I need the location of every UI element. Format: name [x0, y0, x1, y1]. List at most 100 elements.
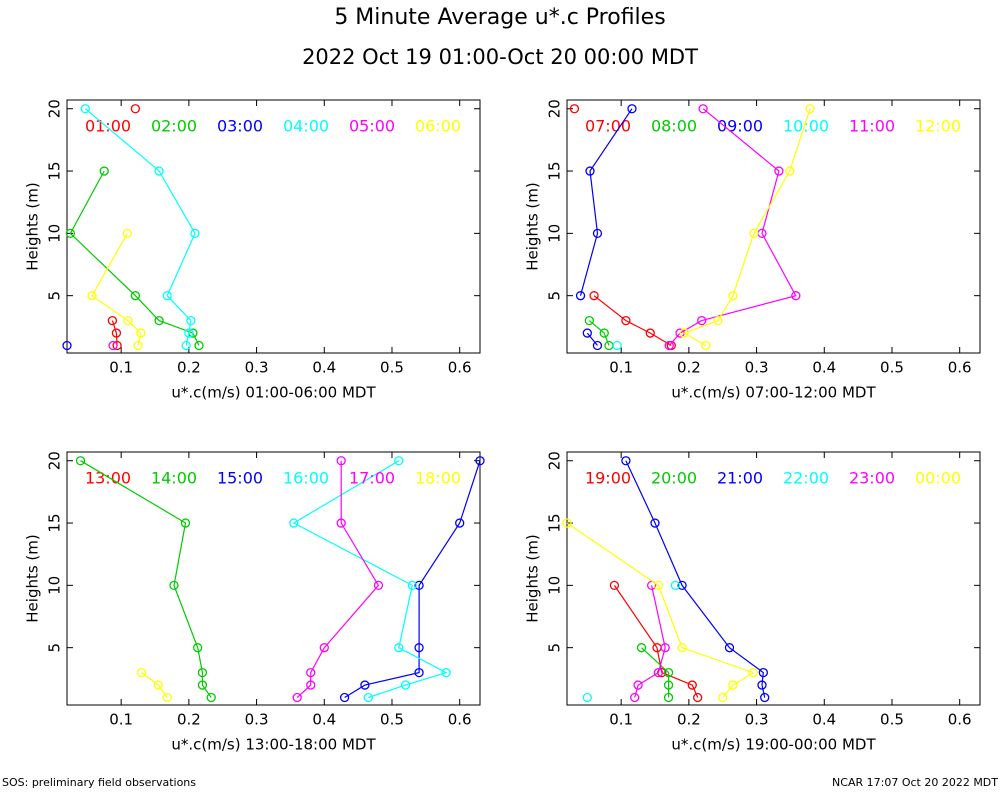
data-point [630, 692, 640, 703]
y-tick-label: 10 [546, 224, 564, 243]
data-point [407, 580, 417, 591]
data-point [609, 580, 620, 591]
data-point [107, 315, 118, 326]
data-point [184, 328, 194, 338]
data-point [194, 340, 204, 351]
data-point [154, 315, 164, 326]
data-point [80, 104, 90, 114]
legend-label: 01:00 [85, 117, 131, 136]
x-tick-label: 0.1 [609, 359, 633, 377]
data-point [645, 328, 655, 338]
x-tick-label: 0.2 [677, 711, 701, 729]
data-point [306, 680, 316, 690]
data-point [636, 643, 647, 653]
legend-label: 13:00 [85, 469, 131, 488]
data-point [663, 680, 674, 690]
data-point [718, 692, 728, 703]
data-point [130, 291, 141, 301]
legend-label: 21:00 [717, 469, 763, 488]
legend-label: 07:00 [585, 117, 631, 136]
series-line [80, 460, 212, 698]
x-tick-label: 0.2 [177, 711, 201, 729]
data-point [621, 456, 631, 466]
x-tick-label: 0.1 [109, 359, 133, 377]
y-tick-label: 15 [46, 513, 64, 532]
y-tick-label: 5 [46, 643, 64, 653]
data-point [306, 667, 316, 678]
series-line [566, 522, 755, 698]
data-point [414, 643, 424, 653]
data-point [336, 518, 346, 528]
x-axis-label: u*.c(m/s) 01:00-06:00 MDT [171, 384, 376, 402]
data-point [621, 315, 631, 326]
y-tick-label: 10 [46, 224, 64, 243]
data-point [62, 340, 72, 351]
data-point [169, 580, 179, 591]
data-point [653, 580, 664, 591]
data-point [363, 692, 373, 703]
legend-label: 03:00 [217, 117, 263, 136]
data-point [713, 315, 723, 326]
data-point [785, 166, 795, 176]
data-point [75, 456, 86, 466]
legend-label: 00:00 [915, 469, 961, 488]
series-line [296, 460, 380, 698]
x-tick-label: 0.4 [312, 711, 336, 729]
data-point [339, 692, 350, 703]
series-line [344, 460, 481, 699]
x-tick-label: 0.4 [812, 359, 836, 377]
series-line [141, 672, 168, 698]
y-tick-label: 20 [546, 99, 564, 118]
data-point [562, 518, 572, 528]
data-point [592, 340, 603, 351]
data-point [693, 692, 703, 703]
series-line [625, 460, 766, 698]
x-tick-label: 0.6 [448, 711, 472, 729]
data-point [582, 692, 592, 703]
data-point [336, 456, 346, 466]
data-point [805, 104, 815, 114]
x-tick-label: 0.4 [812, 711, 836, 729]
data-point [663, 667, 674, 678]
data-point [197, 680, 208, 690]
x-tick-label: 0.1 [609, 711, 633, 729]
footer-right: NCAR 17:07 Oct 20 2022 MDT [832, 776, 998, 789]
x-tick-label: 0.2 [177, 359, 201, 377]
x-tick-label: 0.3 [245, 711, 269, 729]
data-point [749, 228, 759, 239]
legend-label: 16:00 [283, 469, 329, 488]
data-point [162, 291, 172, 301]
plot-frame [566, 99, 981, 354]
data-point [633, 680, 643, 690]
data-point [758, 667, 768, 678]
data-point [394, 456, 404, 466]
data-point [400, 680, 411, 690]
data-point [728, 680, 738, 690]
y-axis-label: Heights (m) [24, 182, 42, 270]
y-tick-label: 10 [546, 576, 564, 595]
series-line [579, 108, 633, 346]
data-point [162, 692, 172, 703]
legend-label: 11:00 [849, 117, 895, 136]
data-point [108, 340, 118, 351]
data-point [650, 518, 660, 528]
data-point [455, 518, 465, 528]
series-line [84, 108, 196, 346]
legend-label: 23:00 [849, 469, 895, 488]
plot-frame [66, 99, 481, 354]
data-point [112, 340, 122, 351]
plot-frame [566, 451, 981, 706]
data-point [687, 680, 697, 690]
y-tick-label: 5 [546, 643, 564, 653]
data-point [670, 580, 680, 591]
legend-label: 15:00 [217, 469, 263, 488]
x-tick-label: 0.5 [380, 359, 404, 377]
data-point [698, 104, 708, 114]
y-tick-label: 20 [46, 99, 64, 118]
legend-label: 10:00 [783, 117, 829, 136]
data-point [414, 580, 424, 591]
legend-label: 14:00 [151, 469, 197, 488]
data-point [724, 643, 735, 653]
data-point [133, 340, 143, 351]
